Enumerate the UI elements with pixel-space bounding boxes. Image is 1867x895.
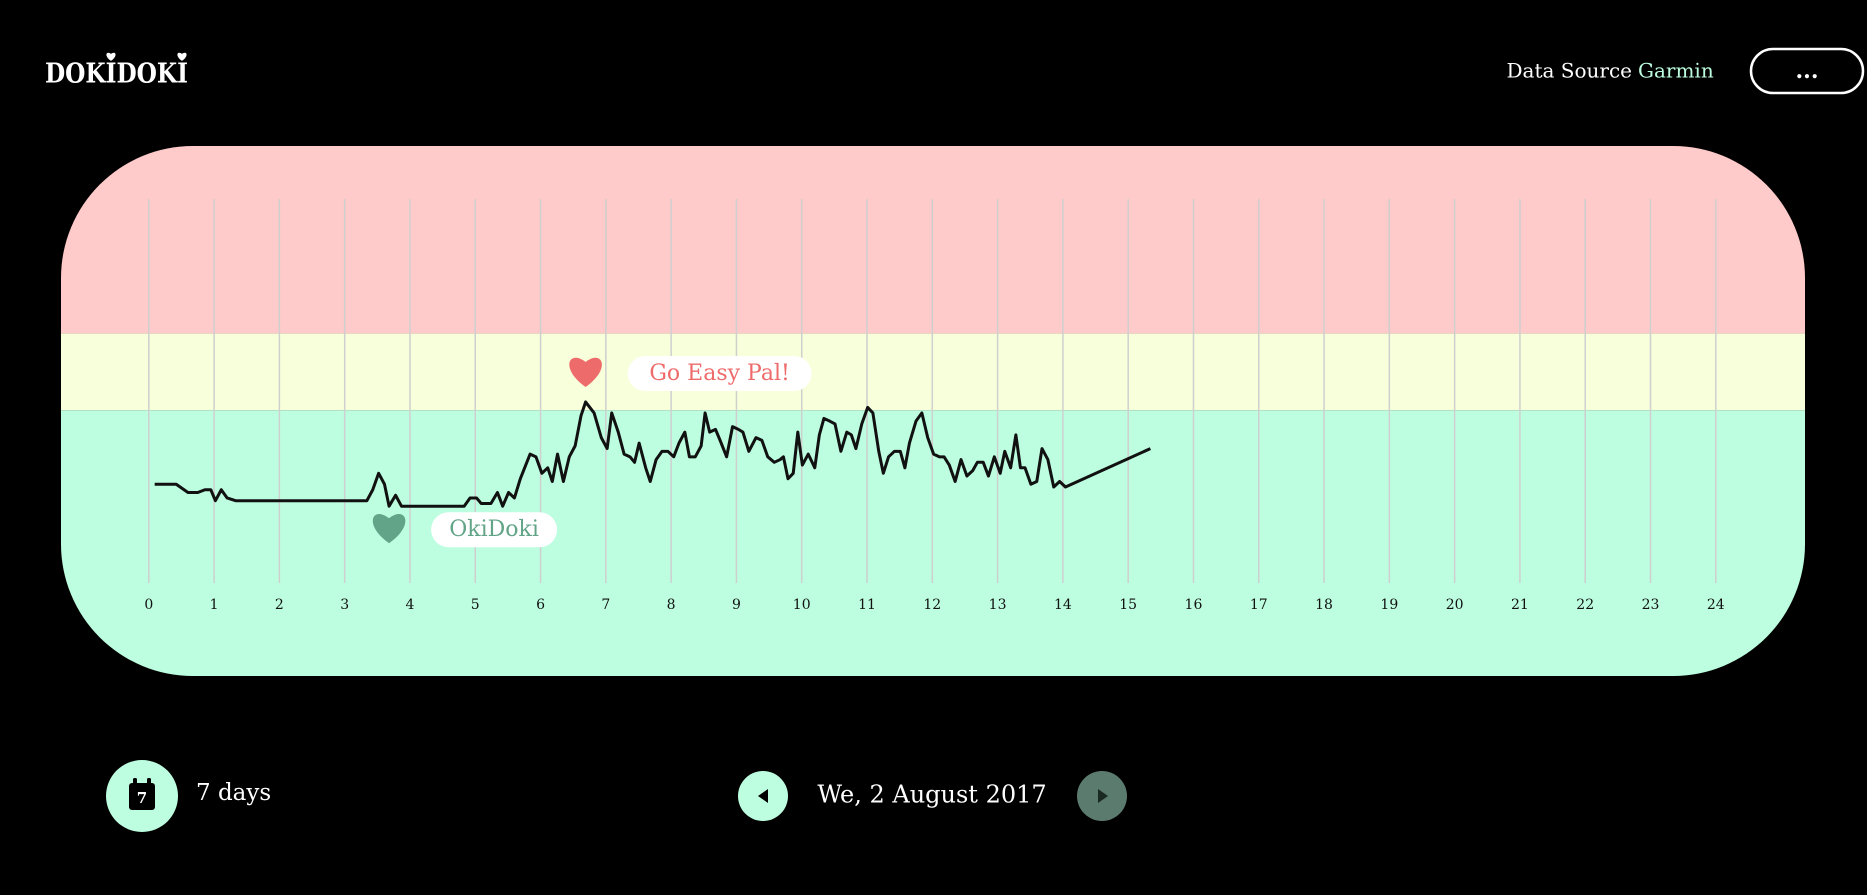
x-tick-label: 23 (1642, 597, 1660, 613)
x-tick-label: 24 (1707, 597, 1725, 613)
range-label[interactable]: 7 days (196, 780, 271, 806)
plot: 0 1 2 3 4 5 6 7 8 9 10 11 12 13 14 15 16 17 18 19 20 21 22 23 24… (144, 199, 1725, 613)
high-note-pill (627, 355, 812, 391)
x-tick-label: 3 (340, 597, 349, 613)
high-note-label: Go Easy Pal! (649, 361, 790, 386)
x-tick-label: 17 (1250, 597, 1268, 613)
x-tick-label: 19 (1380, 597, 1398, 613)
x-tick-label: 10 (793, 597, 811, 613)
x-tick-label: 12 (923, 597, 941, 613)
date-label: We, 2 August 2017 (817, 781, 1046, 809)
calendar-day: 7 (137, 789, 147, 807)
x-tick-label: 6 (536, 597, 545, 613)
x-tick-label: 15 (1119, 597, 1137, 613)
data-source-label: Data Source (1507, 59, 1633, 83)
x-tick-label: 14 (1054, 597, 1072, 613)
menu-label[interactable]: ... (1796, 58, 1819, 84)
x-tick-label: 11 (858, 597, 876, 613)
x-tick-label: 16 (1185, 597, 1203, 613)
low-note-label: OkiDoki (449, 517, 539, 542)
x-tick-label: 7 (601, 597, 610, 613)
calendar-icon (129, 783, 155, 810)
prev-icon (758, 789, 768, 803)
heart-rate-line (154, 400, 1151, 508)
x-tick-label: 4 (406, 597, 415, 613)
logo[interactable]: DOKIDOKI (45, 59, 188, 90)
next-icon (1098, 789, 1108, 803)
x-tick-label: 22 (1576, 597, 1594, 613)
x-tick-label: 18 (1315, 597, 1333, 613)
calendar-icon-tab (133, 778, 137, 786)
x-tick-label: 0 (144, 597, 153, 613)
x-tick-label: 1 (210, 597, 219, 613)
menu-button[interactable] (1749, 47, 1865, 95)
x-tick-label: 5 (471, 597, 480, 613)
x-tick-label: 20 (1446, 597, 1464, 613)
x-tick-label: 13 (989, 597, 1007, 613)
x-tick-label: 9 (732, 597, 741, 613)
low-note-pill (431, 512, 558, 548)
x-tick-label: 2 (275, 597, 284, 613)
x-tick-label: 8 (667, 597, 676, 613)
x-tick-label: 21 (1511, 597, 1529, 613)
data-source[interactable]: Garmin (1638, 59, 1714, 83)
calendar-icon-tab (147, 778, 151, 786)
